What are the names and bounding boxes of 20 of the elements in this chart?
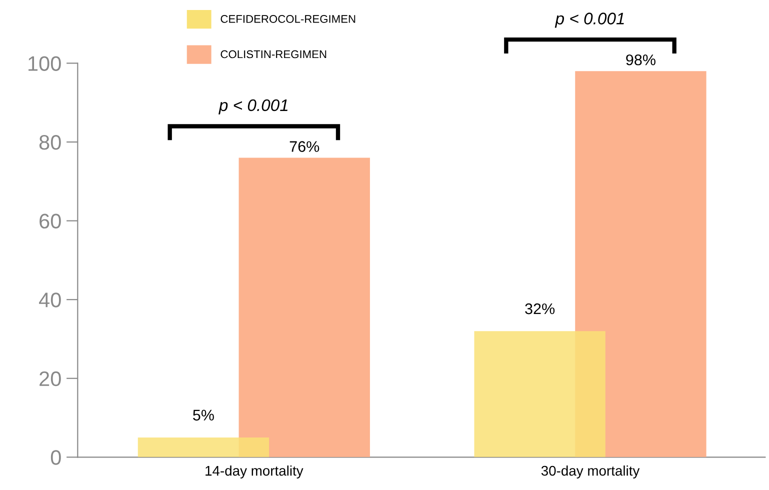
bar — [238, 158, 370, 458]
y-tick-label: 80 — [39, 135, 61, 150]
text: p < 0.001 — [554, 12, 624, 28]
bar — [474, 331, 606, 458]
y-tick-label: 0 — [50, 450, 61, 465]
y-tick-label: 40 — [39, 292, 61, 308]
annotation: p < 0.001 — [218, 99, 288, 114]
x-tick-label: 14-day mortality — [206, 466, 304, 478]
y-tick-label: 60 — [40, 214, 61, 229]
legend-label: CEFIDEROCOL-REGIMEN — [220, 15, 356, 23]
x-tick-label: 30-day mortality — [541, 466, 640, 478]
data-label: 98% — [626, 54, 656, 66]
bar — [575, 71, 706, 458]
y-tick-label: 100 — [28, 56, 61, 71]
y-tick-label: 20 — [40, 371, 61, 386]
legend-label: COLISTIN-REGIMEN — [220, 50, 326, 58]
data-label: 5% — [193, 410, 214, 421]
data-label: 76% — [290, 141, 320, 152]
bar — [138, 437, 270, 458]
data-label: 32% — [525, 303, 555, 314]
